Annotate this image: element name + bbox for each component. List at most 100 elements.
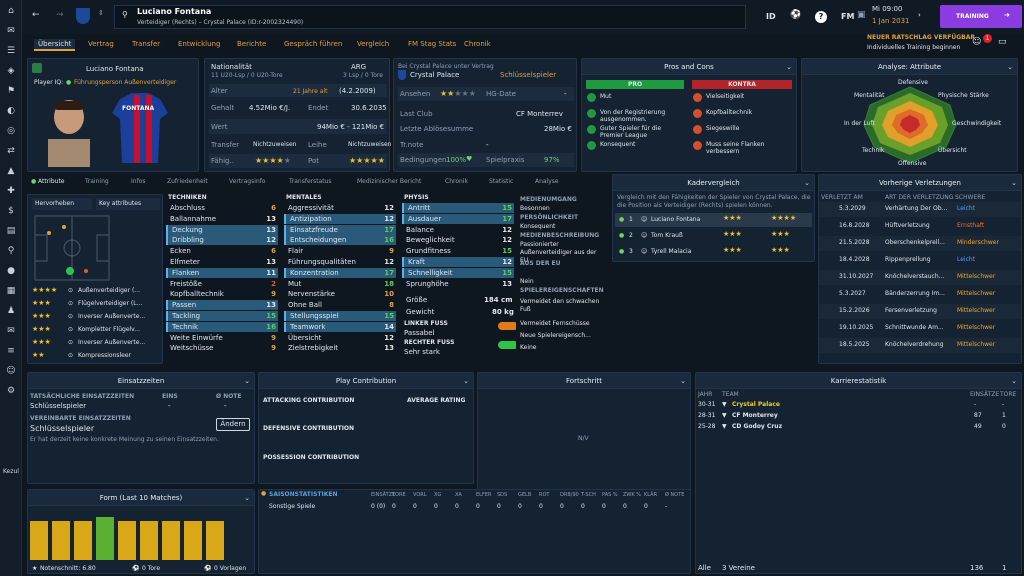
career-team[interactable]: CF Monterrey [732,412,778,419]
career-header[interactable]: Karrierestatistik ⌄ [696,373,1021,389]
help-icon[interactable]: ? [815,11,827,23]
training-icon[interactable]: ⚑ [6,86,16,96]
tab-development[interactable]: Entwicklung [178,40,221,48]
staff-icon[interactable]: ♟ [6,306,16,316]
staff-notif-icon[interactable]: ☺ [972,37,982,47]
subtab-training[interactable]: Training [85,178,109,185]
subtab-statistic[interactable]: Statistic [489,178,514,185]
chevron-down-icon[interactable]: ⌄ [244,377,250,385]
tactics-icon[interactable]: ◈ [7,66,15,76]
attribute-row: Technik 16 [166,321,278,332]
scouting-icon[interactable]: ◎ [7,126,15,136]
tab-compare[interactable]: Vergleich [357,40,390,48]
compare-header[interactable]: Kadervergleich ⌄ [613,175,814,191]
play-contribution-header[interactable]: Play Contribution ⌄ [259,373,473,389]
subtab-analysis[interactable]: Analyse [535,178,559,185]
transfer-value: Nichtzuweisen [253,141,297,148]
tab-reports[interactable]: Berichte [237,40,267,48]
alerts-icon[interactable]: ● [7,266,15,276]
club-icon[interactable]: ▲ [7,166,15,176]
chevron-down-icon[interactable]: ⌄ [1007,63,1013,71]
tab-contract[interactable]: Vertrag [88,40,114,48]
subtab-attributes[interactable]: Attribute [38,178,65,185]
tab-fmstag[interactable]: FM Stag Stats [408,40,457,48]
search-bar[interactable] [114,5,746,29]
calendar-icon[interactable]: ▦ [6,286,16,296]
settings-icon[interactable]: ⚙ [6,386,16,396]
stats-icon[interactable]: ≡ [7,346,15,356]
people-icon[interactable]: ☺ [6,366,16,376]
key-attributes-dropdown[interactable]: Key attributes [96,198,160,210]
back-arrow-icon[interactable]: ← [32,10,40,20]
tab-transfer[interactable]: Transfer [132,40,161,48]
squad-icon[interactable]: ☰ [6,46,16,56]
attribute-name: Kraft [408,258,425,266]
chevron-down-icon[interactable]: ⌄ [1011,179,1017,187]
home-icon[interactable]: ⌂ [8,6,14,16]
change-button[interactable]: Ändern [216,418,250,431]
inbox-icon[interactable]: ✉ [7,26,15,36]
highlight-dropdown[interactable]: Hervorheben [32,198,92,210]
attribute-name: Grundfitness [406,247,451,256]
chevron-down-icon[interactable]: ⌄ [244,494,250,502]
attribute-name: Deckung [172,225,203,234]
attribute-name: Ecken [170,247,191,256]
window-icon[interactable]: ▣ [857,10,866,20]
compare-row[interactable]: ● 3 ☺ Tyrell Malacia ★★★ ★★★ [615,245,812,259]
compare-row[interactable]: ● 2 ☺ Tom Krauß ★★★ ★★★ [615,229,812,243]
role-name[interactable]: Außenverteidiger (... [78,287,141,294]
subtab-happiness[interactable]: Zufriedenheit [167,178,208,185]
data-icon[interactable]: ▤ [6,226,16,236]
career-team[interactable]: CD Godoy Cruz [732,423,783,430]
advice-heading[interactable]: NEUER RATSCHLAG VERFÜGBAR [867,34,976,41]
tab-history[interactable]: Chronik [464,40,491,48]
advice-text[interactable]: Individuelles Training beginnen [867,44,961,51]
chevron-down-icon[interactable]: ⌄ [804,179,810,187]
mail-icon[interactable]: ✉ [7,326,15,336]
fm-button[interactable]: FM [841,12,855,21]
screen-icon[interactable]: ▭ [998,37,1007,47]
role-name[interactable]: Inverser Außenverte... [78,313,146,320]
season-stats-title[interactable]: SAISONSTATISTIKEN [269,491,338,498]
chevron-updown-icon[interactable]: ⇕ [98,9,104,17]
chevron-down-icon[interactable]: ⌄ [680,377,686,385]
ball-icon[interactable]: ⚽ [790,10,802,20]
dynamics-icon[interactable]: ◐ [7,106,15,116]
career-crest-icon: ▼ [722,423,727,430]
transfers-icon[interactable]: ⇄ [7,146,15,156]
forward-arrow-icon[interactable]: → [56,10,64,20]
tab-overview[interactable]: Übersicht [34,39,76,51]
progress-header[interactable]: Fortschritt ⌄ [478,373,690,389]
search-icon[interactable]: ⚲ [7,246,15,256]
playing-time-header[interactable]: Einsatzzeiten ⌄ [28,373,254,389]
chevron-down-icon[interactable]: ⌄ [1011,377,1017,385]
continue-icon[interactable]: › [918,11,921,19]
training-button-label: TRAINING [956,13,989,20]
pros-cons-header[interactable]: Pros and Cons ⌄ [582,59,796,75]
role-name[interactable]: Inverser Außenverte... [78,339,146,346]
training-button[interactable] [940,5,1022,28]
id-button[interactable]: ID [766,12,776,21]
tab-talk[interactable]: Gespräch führen [284,40,343,48]
subtab-info[interactable]: Infos [131,178,146,185]
chevron-down-icon[interactable]: ⌄ [786,63,792,71]
role-name[interactable]: Kompletter Flügelv... [78,326,140,333]
subtab-history[interactable]: Chronik [445,178,468,185]
chevron-down-icon[interactable]: ⌄ [463,377,469,385]
injuries-header[interactable]: Vorherige Verletzungen ⌄ [819,175,1021,191]
medical-icon[interactable]: ✚ [7,186,15,196]
subtab-medical[interactable]: Medizinischer Bericht [357,178,422,185]
trait-3-dropdown[interactable]: Neue Spielereigensch... [520,332,591,339]
role-name[interactable]: Flügelverteidiger (L... [78,300,143,307]
form-header[interactable]: Form (Last 10 Matches) ⌄ [28,490,254,506]
finances-icon[interactable]: $ [8,206,14,216]
subtab-transfer[interactable]: Transferstatus [289,178,332,185]
compare-row[interactable]: ● 1 ☺ Luciano Fontana ★★★ ★★★★ [615,213,812,227]
form-assists: 0 Vorlagen [214,565,247,572]
subtab-contract[interactable]: Vertragsinfo [229,178,266,185]
career-team[interactable]: Crystal Palace [732,401,780,408]
playing-time-panel: Einsatzzeiten ⌄ TATSÄCHLICHE EINSATZZEITE… [27,372,255,484]
role-name[interactable]: Kompressionsleer [78,352,132,359]
analysis-header[interactable]: Analyse: Attribute ⌄ [802,59,1017,75]
club-crest-icon[interactable] [76,8,90,24]
